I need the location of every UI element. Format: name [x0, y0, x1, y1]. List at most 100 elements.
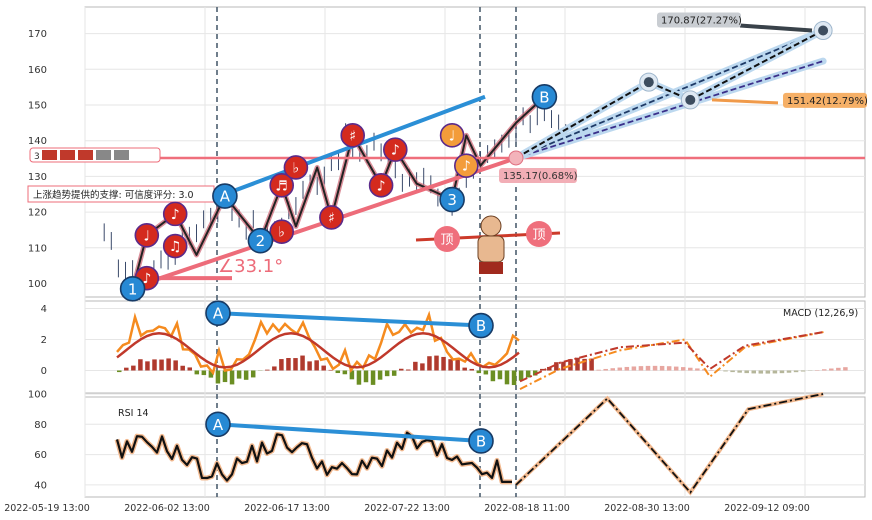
top-badge-label: 顶 [532, 228, 545, 243]
support-node [508, 150, 524, 166]
macd-histogram-bar [427, 356, 432, 371]
macd-histogram-bar [547, 366, 552, 371]
figure-head-icon [480, 215, 502, 237]
top-badge-label: 顶 [440, 233, 453, 248]
wave-point-label: A [220, 188, 231, 206]
wave-point-label: 1 [128, 280, 138, 298]
rsi-divergence-label: B [476, 432, 486, 450]
macd-histogram-bar [399, 368, 404, 371]
macd-histogram-bar [208, 370, 214, 378]
red-badge-icon [78, 150, 93, 160]
macd-signal-line [116, 332, 520, 369]
rsi-divergence-marker [205, 411, 231, 438]
macd-histogram-bar [328, 369, 333, 371]
macd-histogram-bar [786, 370, 792, 373]
projection-node [818, 25, 829, 36]
trend-note-label: 上涨趋势提供的支撑: 可信度评分: 3.0 [33, 189, 194, 201]
wave-point-label: B [539, 88, 549, 106]
macd-title: MACD (12,26,9) [783, 308, 858, 319]
price-y-tick-label: 140 [28, 136, 47, 147]
macd-histogram-bar [829, 368, 834, 371]
macd-histogram-bar [265, 369, 270, 371]
rsi-divergence-marker [468, 428, 494, 454]
macd-histogram-bar [688, 367, 693, 371]
macd-histogram-bar [159, 359, 164, 371]
macd-divergence-label: A [213, 305, 224, 323]
macd-histogram-bar [497, 370, 503, 380]
macd-histogram-bar [511, 370, 517, 386]
macd-histogram-bar [765, 370, 771, 374]
wave-point-marker [247, 227, 274, 254]
gray-badge-icon [96, 150, 111, 160]
macd-histogram-bar [384, 370, 390, 377]
macd-histogram-bar [462, 367, 467, 371]
macd-histogram-bar [476, 370, 482, 374]
projection-node [643, 77, 654, 88]
macd-histogram-bar [744, 370, 749, 374]
music-note-glyph: ♪ [391, 143, 400, 159]
macd-histogram-bar [138, 359, 143, 371]
macd-projection-line [519, 330, 826, 390]
macd-histogram-bar [518, 370, 524, 381]
macd-histogram-bar [709, 369, 714, 371]
macd-histogram-bar [645, 365, 651, 371]
macd-histogram-bar [201, 370, 207, 376]
macd-histogram-bar [483, 370, 489, 375]
macd-histogram-bar [624, 366, 630, 371]
music-note-glyph: ♪ [377, 178, 386, 194]
macd-y-tick-label: 2 [41, 335, 47, 346]
macd-histogram-bar [349, 370, 355, 380]
rsi-y-tick-label: 40 [34, 480, 47, 491]
macd-histogram-bar [370, 370, 376, 385]
macd-histogram-bar [420, 363, 425, 371]
macd-histogram-bar [758, 370, 764, 374]
macd-histogram-bar [631, 366, 637, 371]
rsi-projection-line [515, 393, 824, 494]
rsi-divergence-line [217, 422, 482, 443]
macd-histogram-bar [131, 365, 136, 371]
music-note-glyph: ♪ [171, 207, 180, 223]
projection-band-lower [512, 57, 827, 162]
macd-histogram-bar [772, 370, 778, 374]
macd-histogram-bar [659, 365, 665, 371]
macd-histogram-bar [300, 355, 305, 371]
rsi-y-tick-label: 100 [28, 389, 47, 400]
macd-histogram-bar [504, 370, 510, 385]
macd-histogram-bar [145, 361, 150, 371]
macd-histogram-bar [279, 359, 284, 371]
macd-histogram-bar [822, 369, 827, 371]
macd-histogram-bar [194, 370, 200, 375]
rsi-y-tick-label: 80 [34, 420, 47, 431]
music-note-glyph: ♩ [449, 128, 456, 144]
macd-histogram-bar [525, 370, 531, 378]
macd-histogram-bar [117, 370, 122, 373]
wave-point-label: 3 [447, 191, 457, 209]
wave-point-marker [439, 186, 465, 213]
music-note-marker [453, 153, 479, 178]
macd-histogram-bar [737, 370, 742, 373]
wave-point-marker [119, 276, 146, 302]
music-note-marker [283, 155, 309, 180]
price-y-tick-label: 170 [28, 29, 47, 40]
music-note-marker [162, 233, 188, 259]
macd-histogram-bar [272, 366, 277, 371]
macd-histogram-bar [751, 370, 756, 374]
music-note-marker [368, 173, 394, 198]
macd-histogram-bar [681, 367, 686, 371]
macd-histogram-bar [152, 359, 157, 371]
figure-body-icon [477, 235, 505, 263]
music-note-glyph: ♫ [169, 239, 182, 255]
price-y-tick-label: 100 [28, 279, 47, 290]
x-tick-label: 2022-06-17 13:00 [244, 503, 330, 514]
macd-y-tick-label: 0 [41, 366, 47, 377]
angle-label: ∠33.1° [218, 256, 283, 277]
macd-histogram-bar [166, 358, 171, 371]
macd-histogram-bar [363, 370, 369, 383]
x-tick-label: 2022-09-12 09:00 [724, 503, 810, 514]
macd-histogram-bar [793, 370, 799, 373]
macd-signal-projection-line [519, 330, 826, 383]
music-note-glyph: ♩ [143, 228, 150, 244]
wave-point-label: 2 [256, 232, 266, 250]
macd-histogram-bar [490, 370, 496, 382]
top-badge-circle [526, 221, 552, 247]
